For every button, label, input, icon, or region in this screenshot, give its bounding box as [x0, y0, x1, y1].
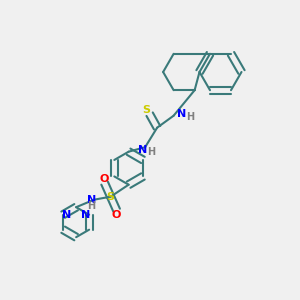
Text: S: S: [142, 105, 151, 115]
Text: S: S: [106, 192, 115, 202]
Text: H: H: [147, 147, 155, 157]
Text: N: N: [62, 210, 71, 220]
Text: H: H: [87, 201, 95, 211]
Text: N: N: [86, 195, 96, 205]
Text: N: N: [81, 210, 90, 220]
Text: N: N: [176, 109, 186, 119]
Text: N: N: [137, 145, 147, 155]
Text: O: O: [100, 174, 109, 184]
Text: O: O: [112, 210, 121, 220]
Text: H: H: [186, 112, 194, 122]
